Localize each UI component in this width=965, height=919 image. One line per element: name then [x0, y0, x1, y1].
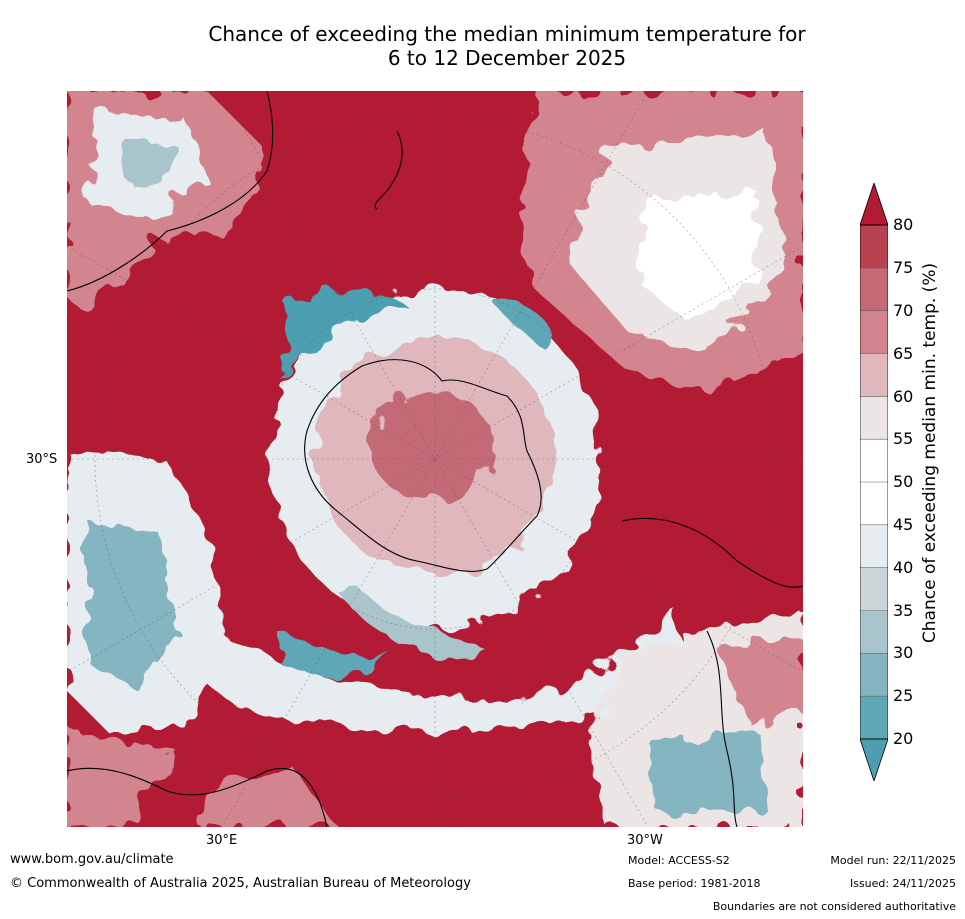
colorbar-tick-40: 40: [893, 558, 914, 577]
colorbar-band-40-45: [860, 524, 888, 569]
footer-disclaimer: Boundaries are not considered authoritat…: [712, 900, 956, 913]
colorbar-tick-65: 65: [893, 344, 914, 363]
colorbar-outline: [860, 224, 888, 740]
field-polar-south-arc: [337, 586, 487, 655]
colorbar-band-20-25: [860, 696, 888, 740]
colorbar-tick-60: 60: [893, 387, 914, 406]
colorbar-tick-75: 75: [893, 258, 914, 277]
colorbar-bands: [860, 225, 888, 740]
field-polar-blue-patch: [497, 301, 551, 351]
footer-model: Model: ACCESS-S2: [628, 854, 730, 867]
colorbar-band-35-40: [860, 567, 888, 611]
colorbar-band-60-65: [860, 353, 888, 397]
new-zealand-coastline: [374, 130, 403, 210]
colorbar-tick-80: 80: [893, 215, 914, 234]
south-america-coastline-lower: [706, 630, 738, 827]
colorbar-tick-50: 50: [893, 472, 914, 491]
colorbar-band-75-80: [860, 225, 888, 269]
colorbar-band-65-70: [860, 310, 888, 354]
antarctica-coastline: [304, 359, 542, 572]
title-line-1: Chance of exceeding the median minimum t…: [208, 22, 806, 46]
longitude-label-west: 30°W: [627, 833, 663, 848]
field-bottom-center-pink: [197, 771, 337, 827]
graticule: [67, 91, 803, 827]
colorbar-tick-20: 20: [893, 729, 914, 748]
colorbar-tick-35: 35: [893, 601, 914, 620]
colorbar-band-50-55: [860, 439, 888, 483]
footer-base-period: Base period: 1981-2018: [628, 877, 761, 890]
field-bottom-right-pink: [717, 631, 803, 721]
field-left-lower-blue: [87, 521, 177, 691]
field-antarctica-core: [370, 391, 494, 501]
field-bottom-right-blue: [647, 731, 767, 811]
map-title: Chance of exceeding the median minimum t…: [70, 22, 944, 70]
colorbar-tick-55: 55: [893, 429, 914, 448]
field-top-right-white: [637, 191, 757, 321]
footer-model-run: Model run: 22/11/2025: [830, 854, 956, 867]
australia-coastline: [67, 91, 274, 292]
colorbar-under-arrow: [860, 738, 888, 781]
map-canvas: [67, 91, 803, 827]
field-lower-band: [187, 611, 687, 731]
graticule-meridian-diagonal-4: [67, 245, 803, 673]
colorbar-band-25-30: [860, 653, 888, 697]
south-america-coastline-upper: [621, 517, 803, 588]
colorbar-band-30-35: [860, 610, 888, 654]
colorbar-over-arrow: [860, 183, 888, 226]
colorbar-tick-25: 25: [893, 686, 914, 705]
colorbar-tick-45: 45: [893, 515, 914, 534]
colorbar-band-70-75: [860, 267, 888, 312]
title-line-2: 6 to 12 December 2025: [387, 46, 627, 70]
colorbar-label: Chance of exceeding median min. temp. (%…: [920, 262, 940, 644]
field-upper-left-blue: [127, 141, 177, 186]
africa-coastline: [67, 767, 328, 827]
colorbar-band-45-50: [860, 482, 888, 526]
colorbar-band-55-60: [860, 396, 888, 440]
latitude-label: 30°S: [26, 452, 58, 467]
coastlines: [67, 91, 803, 827]
graticule-circle-outer: [94, 118, 776, 800]
footer-issued: Issued: 24/11/2025: [849, 877, 956, 890]
probability-map: [67, 91, 803, 827]
field-polar-blue-arc: [282, 289, 407, 381]
colorbar-tick-30: 30: [893, 643, 914, 662]
footer-copyright: © Commonwealth of Australia 2025, Austra…: [10, 876, 471, 891]
field-bottom-left: [67, 731, 177, 827]
colorbar-tick-70: 70: [893, 301, 914, 320]
footer-website: www.bom.gov.au/climate: [10, 852, 174, 867]
field-lower-band-blue: [277, 631, 387, 675]
longitude-label-east: 30°E: [206, 833, 238, 848]
colorbar: [860, 183, 888, 781]
graticule-circle-inner: [264, 288, 606, 630]
